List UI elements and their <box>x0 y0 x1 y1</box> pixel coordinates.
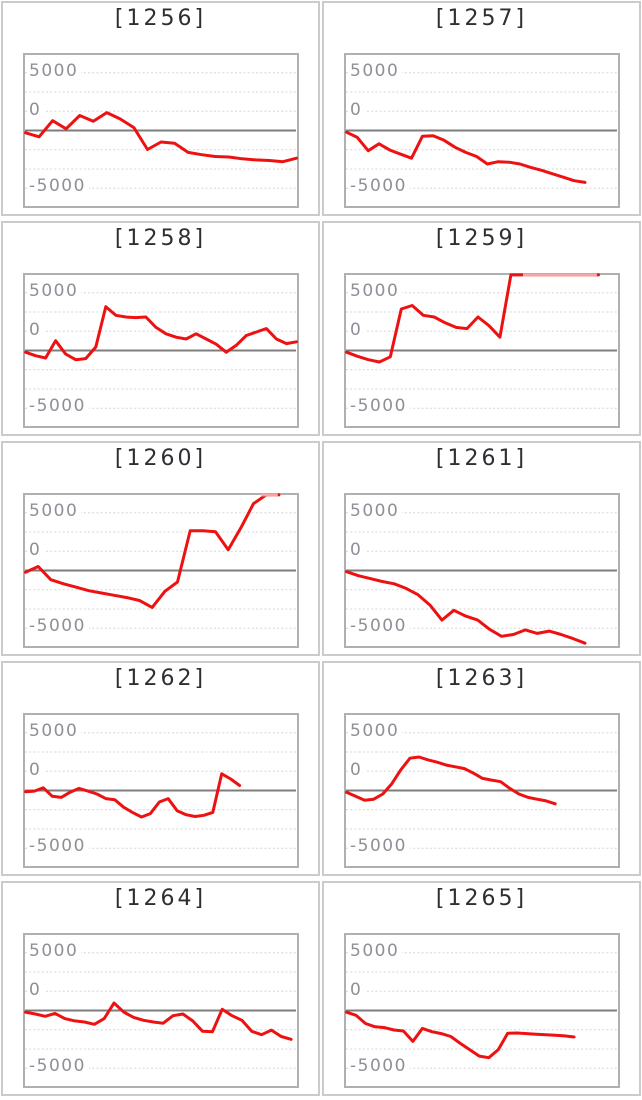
line-chart-svg <box>345 952 617 1069</box>
plot-area: 5000 0 -5000 <box>344 493 620 648</box>
line-chart-svg <box>24 493 296 629</box>
y-tick-label: -5000 <box>28 177 89 196</box>
y-tick-label: -5000 <box>349 1057 410 1076</box>
chart-tile: [1259] 5000 0 -5000 <box>322 221 641 436</box>
plot-area: 5000 0 -5000 <box>344 933 620 1088</box>
chart-tile: [1262] 5000 0 -5000 <box>1 661 320 876</box>
line-chart-svg <box>345 72 617 189</box>
y-tick-label: -5000 <box>28 837 89 856</box>
y-tick-label: 0 <box>349 321 366 340</box>
data-series-line <box>24 1001 293 1041</box>
y-tick-label: 0 <box>28 101 45 120</box>
y-tick-label: -5000 <box>349 397 410 416</box>
y-tick-label: 5000 <box>349 722 403 741</box>
chart-title: [1264] <box>114 886 207 911</box>
data-series-line <box>345 570 587 645</box>
chart-title: [1263] <box>435 666 528 691</box>
line-chart-svg <box>345 512 617 645</box>
y-tick-label: -5000 <box>28 397 89 416</box>
y-tick-label: -5000 <box>28 617 89 636</box>
y-tick-label: 0 <box>28 761 45 780</box>
y-tick-label: -5000 <box>349 177 410 196</box>
plot-area: 5000 0 -5000 <box>23 493 299 648</box>
data-series-line <box>345 130 587 184</box>
chart-title: [1260] <box>114 446 207 471</box>
plot-area: 5000 0 -5000 <box>23 713 299 868</box>
data-series-line <box>24 493 281 609</box>
chart-title: [1258] <box>114 226 207 251</box>
chart-tile: [1264] 5000 0 -5000 <box>1 881 320 1096</box>
y-tick-label: 0 <box>349 541 366 560</box>
y-tick-label: 5000 <box>349 62 403 81</box>
y-tick-label: 5000 <box>28 942 82 961</box>
y-tick-label: 0 <box>349 761 366 780</box>
chart-title: [1257] <box>435 6 528 31</box>
chart-title: [1265] <box>435 886 528 911</box>
chart-title: [1262] <box>114 666 207 691</box>
chart-tile: [1265] 5000 0 -5000 <box>322 881 641 1096</box>
chart-tile: [1258] 5000 0 -5000 <box>1 221 320 436</box>
data-series-line <box>24 305 298 362</box>
plot-area: 5000 0 -5000 <box>23 53 299 208</box>
y-tick-label: 5000 <box>349 502 403 521</box>
chart-tile: [1257] 5000 0 -5000 <box>322 1 641 216</box>
data-series-line <box>345 1010 576 1060</box>
y-tick-label: -5000 <box>28 1057 89 1076</box>
line-chart-svg <box>345 732 617 849</box>
y-tick-label: 5000 <box>28 722 82 741</box>
y-tick-label: 5000 <box>28 62 82 81</box>
plot-area: 5000 0 -5000 <box>23 933 299 1088</box>
y-tick-label: 5000 <box>349 942 403 961</box>
chart-title: [1259] <box>435 226 528 251</box>
data-series-line <box>345 755 557 806</box>
plot-area: 5000 0 -5000 <box>344 713 620 868</box>
y-tick-label: 5000 <box>349 282 403 301</box>
chart-title: [1261] <box>435 446 528 471</box>
y-tick-label: 0 <box>349 101 366 120</box>
y-tick-label: -5000 <box>349 837 410 856</box>
chart-tile: [1263] 5000 0 -5000 <box>322 661 641 876</box>
plot-area: 5000 0 -5000 <box>23 273 299 428</box>
plot-area: 5000 0 -5000 <box>344 53 620 208</box>
line-chart-svg <box>24 732 296 849</box>
y-tick-label: 0 <box>28 981 45 1000</box>
y-tick-label: 5000 <box>28 502 82 521</box>
line-chart-svg <box>24 952 296 1069</box>
plot-area: 5000 0 -5000 <box>344 273 620 428</box>
line-chart-svg <box>24 72 298 189</box>
y-tick-label: 5000 <box>28 282 82 301</box>
data-series-line <box>24 111 298 164</box>
y-tick-label: 0 <box>349 981 366 1000</box>
y-tick-label: -5000 <box>349 617 410 636</box>
line-chart-svg <box>345 273 617 409</box>
chart-tile: [1261] 5000 0 -5000 <box>322 441 641 656</box>
y-tick-label: 0 <box>28 541 45 560</box>
y-tick-label: 0 <box>28 321 45 340</box>
data-series-line <box>24 772 242 819</box>
chart-tile: [1256] 5000 0 -5000 <box>1 1 320 216</box>
chart-title: [1256] <box>114 6 207 31</box>
chart-tile: [1260] 5000 0 -5000 <box>1 441 320 656</box>
line-chart-svg <box>24 292 298 409</box>
